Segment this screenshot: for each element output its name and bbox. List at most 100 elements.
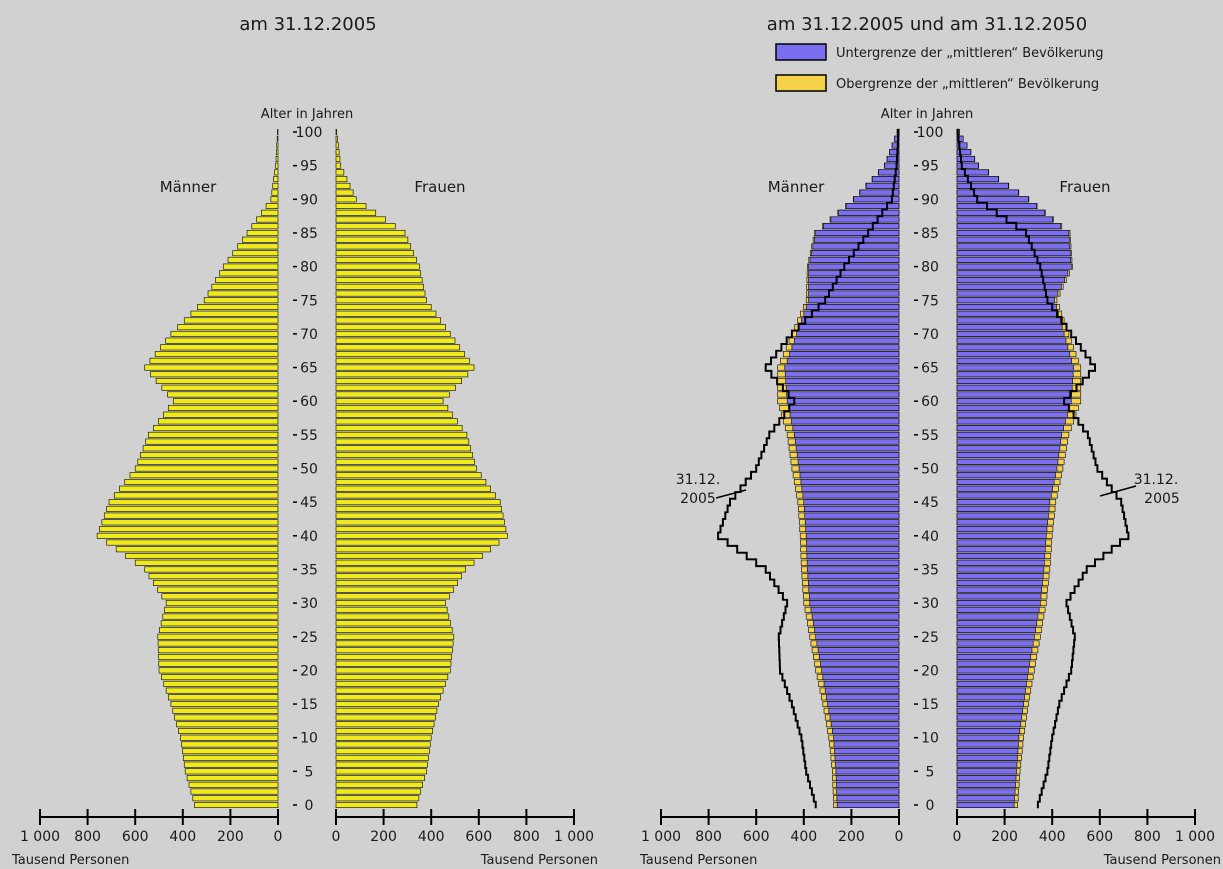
male-bar: [177, 324, 279, 331]
x-tick-label: 800: [513, 829, 540, 845]
female-bar: [335, 398, 444, 405]
female-bar: [335, 297, 427, 304]
male-bar: [183, 761, 279, 768]
female-lower-bar: [956, 337, 1067, 344]
male-bar: [271, 189, 279, 196]
male-bar: [265, 203, 279, 209]
x-tick-label: 0: [895, 829, 904, 845]
female-lower-bar: [956, 364, 1074, 371]
male-bar: [165, 687, 279, 694]
male-bar: [176, 721, 279, 728]
male-lower-bar: [809, 256, 900, 263]
male-lower-bar: [801, 485, 900, 492]
male-lower-bar: [836, 788, 900, 795]
female-lower-bar: [956, 573, 1044, 580]
male-lower-bar: [815, 633, 900, 640]
age-axis: 0 5 10 15 20 25 30 35 40 45 50 55 60 65 70 75 80 85 90 95 10…: [293, 125, 322, 814]
female-lower-bar: [956, 142, 968, 149]
female-bar: [335, 391, 450, 398]
male-bar: [270, 196, 279, 203]
x-tick-label: 200: [838, 829, 865, 845]
age-tick-label: 70: [300, 327, 318, 343]
male-lower-bar: [830, 721, 900, 728]
female-bar: [335, 627, 453, 633]
male-lower-bar: [806, 546, 900, 553]
female-bar: [335, 236, 409, 243]
male-bar: [190, 310, 279, 317]
male-lower-bar: [805, 532, 900, 539]
female-lower-bar: [956, 647, 1033, 654]
age-tick-label: 5: [305, 764, 314, 780]
male-bar: [158, 667, 279, 674]
female-bar: [335, 189, 354, 196]
female-bar: [335, 613, 450, 620]
male-lower-bar: [803, 310, 900, 317]
female-lower-bar: [956, 371, 1074, 378]
female-lower-bar: [956, 600, 1041, 607]
annotation-right-leader: [1099, 485, 1137, 497]
female-bar: [335, 505, 502, 512]
age-tick-label: 70: [921, 327, 939, 343]
male-lower-bar: [833, 741, 900, 748]
male-lower-bar: [818, 653, 900, 660]
male-lower-bar: [792, 425, 900, 432]
male-lower-bar: [786, 391, 900, 398]
male-lower-bar: [806, 539, 900, 546]
female-bar: [335, 263, 420, 270]
male-lower-bar: [804, 519, 900, 526]
male-lower-bar: [817, 647, 900, 654]
male-bar: [168, 694, 279, 701]
age-tick-label: 90: [921, 192, 939, 208]
male-lower-bar: [827, 701, 900, 708]
chart-title: am 31.12.2005: [239, 14, 376, 35]
male-bar: [180, 734, 279, 741]
female-bar: [335, 344, 461, 351]
male-lower-bar: [785, 378, 900, 384]
female-bar: [335, 176, 348, 183]
male-bar: [108, 499, 279, 506]
female-bar: [335, 754, 429, 761]
female-bar: [335, 155, 341, 162]
female-lower-bar: [956, 795, 1015, 802]
female-lower-bar: [956, 310, 1059, 317]
male-bar: [129, 472, 279, 479]
age-tick-label: 75: [921, 293, 939, 309]
female-lower-bar: [956, 411, 1068, 418]
male-lower-bar: [784, 371, 900, 378]
female-lower-bar: [956, 775, 1017, 782]
male-lower-bar: [891, 142, 900, 149]
female-lower-bar: [956, 203, 1037, 209]
female-bar: [335, 250, 414, 257]
female-bar: [335, 728, 433, 734]
female-bar: [335, 701, 439, 708]
male-lower-bar: [832, 728, 900, 734]
female-bar: [335, 499, 501, 506]
age-tick-label: 40: [300, 529, 318, 545]
male-bar: [275, 162, 279, 169]
age-tick-label: 95: [300, 159, 318, 175]
female-bar: [335, 768, 427, 775]
female-bar: [335, 579, 458, 586]
female-bar: [335, 283, 424, 290]
female-bar: [335, 270, 422, 277]
male-lower-bar: [836, 802, 900, 808]
male-lower-bar: [811, 613, 900, 620]
female-bar: [335, 694, 442, 701]
female-bar: [335, 586, 454, 593]
female-bar: [335, 169, 345, 176]
female-bar: [335, 559, 475, 566]
legend-swatch-lower: [775, 43, 827, 61]
male-bar: [211, 283, 279, 290]
male-bar: [237, 243, 279, 250]
age-tick-label: 85: [300, 226, 318, 242]
female-bar: [335, 647, 453, 654]
male-lower-bar: [859, 189, 900, 196]
female-lower-bar: [956, 768, 1017, 775]
annotation-right: 31.12. 2005: [1099, 472, 1180, 507]
male-lower-bar: [786, 357, 900, 364]
male-lower-bar: [808, 586, 900, 593]
female-lower-bar: [956, 330, 1065, 337]
male-lower-bar: [806, 553, 900, 559]
female-bar: [335, 539, 500, 546]
female-bar: [335, 378, 462, 384]
